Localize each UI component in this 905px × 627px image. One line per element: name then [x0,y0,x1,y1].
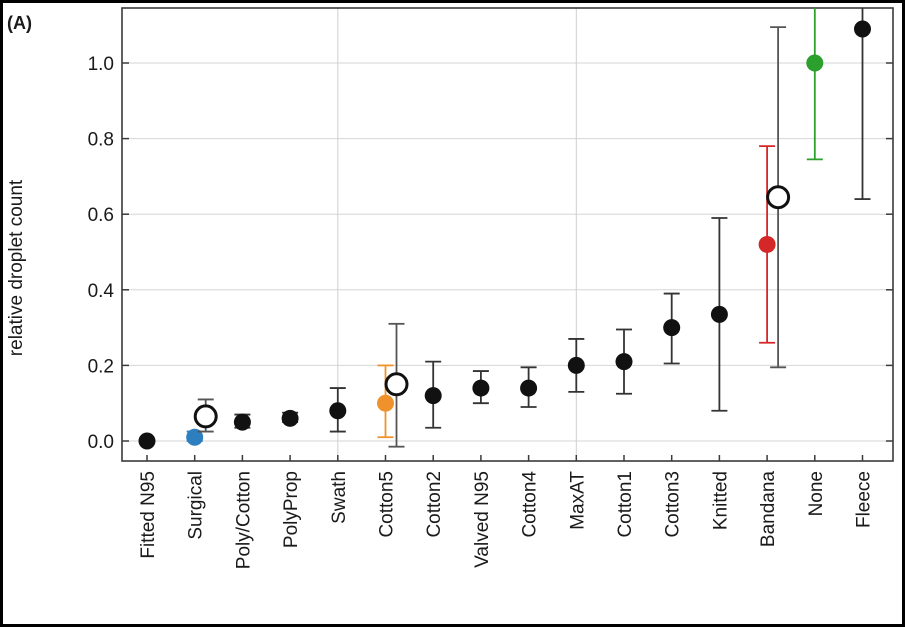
data-point [377,394,394,412]
data-point [472,379,490,397]
data-point [281,409,299,427]
x-tick-label: Cotton5 [377,471,398,538]
data-point [854,20,871,38]
x-tick-label: Cotton4 [520,471,541,538]
x-tick-label: Valved N95 [472,471,493,568]
y-tick-label: 0.0 [88,432,114,453]
error-bar [806,8,823,161]
data-point [138,432,156,450]
x-tick-label: Bandana [758,471,779,548]
data-point [567,356,585,374]
x-tick-label: Cotton1 [615,471,636,538]
data-marks [138,8,871,450]
y-axis-title: relative droplet count [6,179,27,356]
x-tick-label: Poly/Cotton [233,471,254,569]
y-tick-label: 0.4 [88,281,115,302]
x-tick-label: Swath [329,471,350,524]
data-point [233,413,251,431]
plot-area [122,8,893,461]
y-tick-label: 0.6 [88,205,114,226]
x-tick-label: MaxAT [567,471,588,530]
data-point [710,305,728,323]
axes [121,7,894,462]
x-tick-label: None [806,471,827,516]
plot-frame [121,7,894,462]
y-tick-label: 0.8 [88,130,114,151]
data-point [329,402,347,420]
data-point-open [766,185,791,210]
x-tick-label: Cotton3 [663,471,684,538]
labels: (A) relative droplet count 0.0 0.2 0.4 0.6 0… [6,13,875,569]
data-point [424,387,442,405]
data-point [615,353,633,371]
data-point [806,54,824,72]
panel-label: (A) [7,13,32,33]
y-tick-label: 0.2 [88,356,114,377]
x-tick-label: Surgical [186,471,207,540]
data-point [758,235,776,253]
y-tick-label: 1.0 [88,54,114,75]
x-tick-label: Fitted N95 [138,471,159,559]
data-point-open [384,372,409,397]
data-point [663,319,681,337]
error-bar [854,8,871,200]
data-point [186,428,204,446]
x-tick-label: Fleece [854,471,875,528]
grid-lines [122,8,893,461]
x-tick-label: Cotton2 [424,471,445,538]
x-tick-label: Knitted [710,471,731,530]
x-tick-label: PolyProp [281,471,302,548]
data-point [520,379,538,397]
data-point-open [193,404,218,429]
